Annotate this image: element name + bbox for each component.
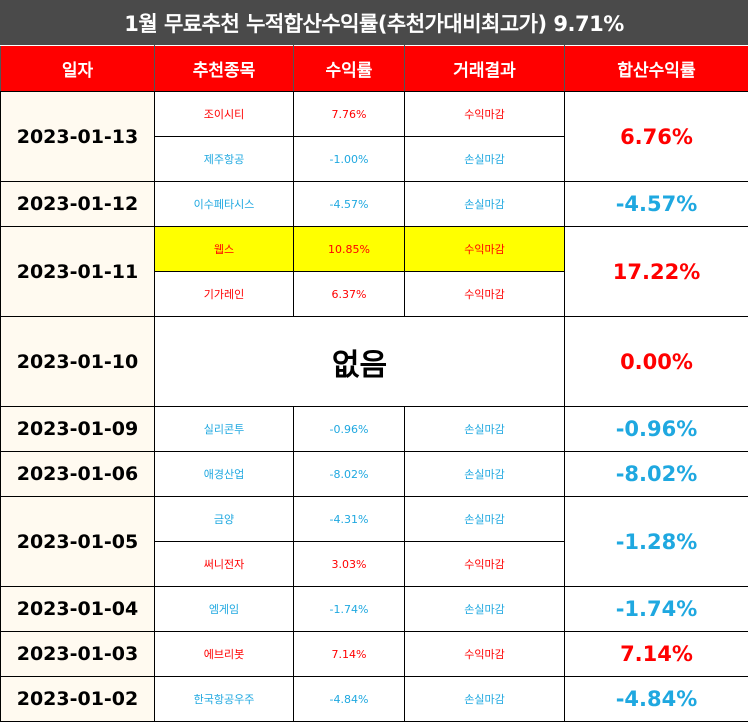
date-cell: 2023-01-04	[1, 587, 155, 632]
stock-rate-cell: -0.96%	[294, 407, 405, 452]
total-return-cell: 7.14%	[565, 632, 748, 677]
trade-result-cell: 손실마감	[405, 497, 565, 542]
stock-name-cell: 제주항공	[155, 137, 294, 182]
trade-result-cell: 수익마감	[405, 227, 565, 272]
trade-result-cell: 수익마감	[405, 542, 565, 587]
date-cell: 2023-01-10	[1, 317, 155, 407]
header-rate: 수익률	[294, 46, 405, 92]
trade-result-cell: 손실마감	[405, 452, 565, 497]
date-cell: 2023-01-11	[1, 227, 155, 317]
stock-name-cell: 웹스	[155, 227, 294, 272]
stock-rate-cell: 3.03%	[294, 542, 405, 587]
stock-name-cell: 써니전자	[155, 542, 294, 587]
total-return-cell: -4.84%	[565, 677, 748, 722]
stock-rate-cell: -8.02%	[294, 452, 405, 497]
header-result: 거래결과	[405, 46, 565, 92]
total-return-cell: -1.28%	[565, 497, 748, 587]
sheet-title: 1월 무료추천 누적합산수익률(추천가대비최고가) 9.71%	[0, 0, 748, 45]
stock-name-cell: 한국항공우주	[155, 677, 294, 722]
stock-rate-cell: -1.74%	[294, 587, 405, 632]
total-return-cell: 0.00%	[565, 317, 748, 407]
date-cell: 2023-01-02	[1, 677, 155, 722]
trade-result-cell: 손실마감	[405, 587, 565, 632]
trade-result-cell: 수익마감	[405, 632, 565, 677]
stock-rate-cell: 7.14%	[294, 632, 405, 677]
date-cell: 2023-01-05	[1, 497, 155, 587]
header-date: 일자	[1, 46, 155, 92]
date-cell: 2023-01-06	[1, 452, 155, 497]
date-cell: 2023-01-13	[1, 92, 155, 182]
header-stock: 추천종목	[155, 46, 294, 92]
stock-rate-cell: -4.57%	[294, 182, 405, 227]
date-cell: 2023-01-09	[1, 407, 155, 452]
header-total: 합산수익률	[565, 46, 748, 92]
stock-name-cell: 엠게임	[155, 587, 294, 632]
total-return-cell: 17.22%	[565, 227, 748, 317]
trade-result-cell: 수익마감	[405, 272, 565, 317]
total-return-cell: -8.02%	[565, 452, 748, 497]
stock-rate-cell: 7.76%	[294, 92, 405, 137]
stock-name-cell: 에브리봇	[155, 632, 294, 677]
trade-result-cell: 손실마감	[405, 407, 565, 452]
total-return-cell: -1.74%	[565, 587, 748, 632]
trade-result-cell: 손실마감	[405, 182, 565, 227]
trade-result-cell: 손실마감	[405, 677, 565, 722]
stock-name-cell: 기가레인	[155, 272, 294, 317]
header-row: 일자 추천종목 수익률 거래결과 합산수익률	[1, 46, 748, 92]
stock-rate-cell: -1.00%	[294, 137, 405, 182]
total-return-cell: -0.96%	[565, 407, 748, 452]
stock-rate-cell: 6.37%	[294, 272, 405, 317]
stock-name-cell: 애경산업	[155, 452, 294, 497]
stock-rate-cell: 10.85%	[294, 227, 405, 272]
stock-name-cell: 이수페타시스	[155, 182, 294, 227]
stock-rate-cell: -4.84%	[294, 677, 405, 722]
date-cell: 2023-01-03	[1, 632, 155, 677]
stock-name-cell: 실리콘투	[155, 407, 294, 452]
trade-result-cell: 수익마감	[405, 92, 565, 137]
stock-name-cell: 조이시티	[155, 92, 294, 137]
trade-result-cell: 손실마감	[405, 137, 565, 182]
stock-rate-cell: -4.31%	[294, 497, 405, 542]
total-return-cell: 6.76%	[565, 92, 748, 182]
no-recommendation-cell: 없음	[155, 317, 565, 407]
total-return-cell: -4.57%	[565, 182, 748, 227]
date-cell: 2023-01-12	[1, 182, 155, 227]
stock-name-cell: 금양	[155, 497, 294, 542]
